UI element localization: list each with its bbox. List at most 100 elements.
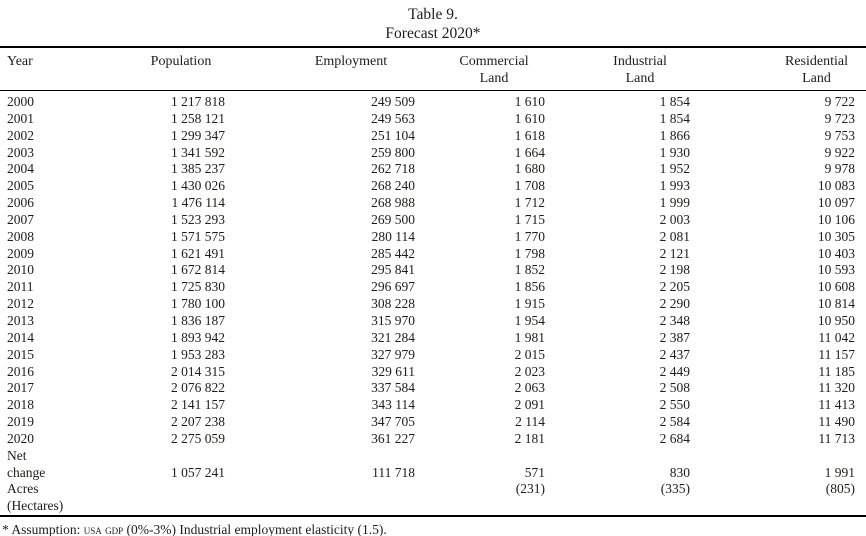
value-cell: 9 978: [824, 161, 855, 177]
value-cell: 2 023: [514, 363, 545, 379]
column-header-residential-land: Residential Land: [735, 47, 866, 91]
value-cell: [95, 481, 267, 498]
value-cell: [267, 498, 435, 516]
value-cell: 259 800: [371, 144, 415, 160]
value-cell: 285 442: [371, 245, 415, 261]
value-cell: 10 106: [817, 211, 855, 227]
table-row: 2004 1 385 237 262 718 1 680 1 952 9 978: [0, 161, 866, 178]
table-row: 2009 1 621 491 285 442 1 798 2 121 10 403: [0, 246, 866, 263]
value-cell: 10 608: [817, 279, 855, 295]
row-label-cell: 2002: [7, 127, 34, 143]
table-row: 2008 1 571 575 280 114 1 770 2 081 10 305: [0, 229, 866, 246]
value-cell: 2 076 822: [171, 380, 225, 396]
value-cell: 9 753: [824, 127, 855, 143]
table-row: Net: [0, 448, 866, 465]
value-cell: 111 718: [372, 464, 415, 480]
row-label-cell: Net: [7, 447, 27, 463]
value-cell: 1 258 121: [171, 110, 225, 126]
footnote-smallcaps: usa gdp: [83, 522, 124, 536]
table-row: 2014 1 893 942 321 284 1 981 2 387 11 042: [0, 330, 866, 347]
value-cell: 2 584: [659, 414, 690, 430]
table-row: 2019 2 207 238 347 705 2 114 2 584 11 490: [0, 414, 866, 431]
value-cell: 251 104: [371, 127, 415, 143]
value-cell: 1 856: [514, 279, 545, 295]
table-row: 2002 1 299 347 251 104 1 618 1 866 9 753: [0, 128, 866, 145]
value-cell: 280 114: [371, 228, 415, 244]
table-row: 2006 1 476 114 268 988 1 712 1 999 10 097: [0, 195, 866, 212]
value-cell: 11 413: [818, 397, 855, 413]
row-label-cell: 2006: [7, 195, 34, 211]
table-number-title: Table 9.: [408, 6, 458, 23]
value-cell: 2 684: [659, 430, 690, 446]
value-cell: [435, 498, 575, 516]
value-cell: 249 563: [371, 110, 415, 126]
value-cell: 1 981: [514, 329, 545, 345]
value-cell: [435, 448, 575, 465]
value-cell: 9 723: [824, 110, 855, 126]
row-label-cell: 2013: [7, 312, 34, 328]
value-cell: 10 814: [817, 296, 855, 312]
row-label-cell: 2003: [7, 144, 34, 160]
footnote-prefix: * Assumption:: [2, 522, 84, 536]
value-cell: 2 181: [514, 430, 545, 446]
table-row: change 1 057 241 111 718 571 830 1 991: [0, 465, 866, 482]
value-cell: 1 952: [659, 161, 690, 177]
value-cell: 2 437: [659, 346, 690, 362]
table-row: 2005 1 430 026 268 240 1 708 1 993 10 083: [0, 178, 866, 195]
table-row: 2001 1 258 121 249 563 1 610 1 854 9 723: [0, 111, 866, 128]
table-row: 2016 2 014 315 329 611 2 023 2 449 11 185: [0, 364, 866, 381]
table-row: 2011 1 725 830 296 697 1 856 2 205 10 608: [0, 279, 866, 296]
value-cell: 1 618: [514, 127, 545, 143]
value-cell: 1 712: [514, 195, 545, 211]
value-cell: 2 449: [659, 363, 690, 379]
value-cell: 1 385 237: [171, 161, 225, 177]
value-cell: 1 610: [514, 94, 545, 109]
table-subtitle: Forecast 2020*: [385, 25, 481, 42]
value-cell: 2 015: [514, 346, 545, 362]
value-cell: 1 523 293: [171, 211, 225, 227]
row-label-cell: 2005: [7, 178, 34, 194]
table-row: Acres (231) (335) (805): [0, 481, 866, 498]
value-cell: 1 930: [659, 144, 690, 160]
value-cell: 10 403: [817, 245, 855, 261]
row-label-cell: 2004: [7, 161, 34, 177]
value-cell: 1 725 830: [171, 279, 225, 295]
value-cell: 1 852: [514, 262, 545, 278]
value-cell: 1 299 347: [171, 127, 225, 143]
value-cell: 2 014 315: [171, 363, 225, 379]
table-row: 2000 1 217 818 249 509 1 610 1 854 9 722: [0, 91, 866, 111]
row-label-cell: 2015: [7, 346, 34, 362]
value-cell: 269 500: [371, 211, 415, 227]
value-cell: 2 207 238: [171, 414, 225, 430]
row-label-cell: 2018: [7, 397, 34, 413]
table-footnote: * Assumption: usa gdp (0%-3%) Industrial…: [0, 517, 866, 536]
row-label-cell: Acres: [7, 481, 39, 497]
row-label-cell: 2010: [7, 262, 34, 278]
row-label-cell: (Hectares): [7, 498, 64, 514]
value-cell: 9 922: [824, 144, 855, 160]
value-cell: 337 584: [371, 380, 415, 396]
value-cell: 2 508: [659, 380, 690, 396]
row-label-cell: 2008: [7, 228, 34, 244]
value-cell: 1 430 026: [171, 178, 225, 194]
value-cell: 1 953 283: [171, 346, 225, 362]
value-cell: 1 780 100: [171, 296, 225, 312]
value-cell: 10 097: [817, 195, 855, 211]
value-cell: 1 672 814: [171, 262, 225, 278]
value-cell: [95, 498, 267, 516]
table-row: 2015 1 953 283 327 979 2 015 2 437 11 157: [0, 347, 866, 364]
value-cell: 1 680: [514, 161, 545, 177]
value-cell: 2 081: [659, 228, 690, 244]
row-label-cell: 2012: [7, 296, 34, 312]
value-cell: 2 387: [659, 329, 690, 345]
column-header-industrial-land: Industrial Land: [575, 47, 735, 91]
table-title-block: Table 9. Forecast 2020*: [0, 0, 866, 43]
value-cell: 268 240: [371, 178, 415, 194]
value-cell: 11 713: [818, 430, 855, 446]
value-cell: [267, 448, 435, 465]
value-cell: 1 854: [659, 110, 690, 126]
value-cell: 1 798: [514, 245, 545, 261]
value-cell: 347 705: [371, 414, 415, 430]
value-cell: 10 950: [817, 312, 855, 328]
